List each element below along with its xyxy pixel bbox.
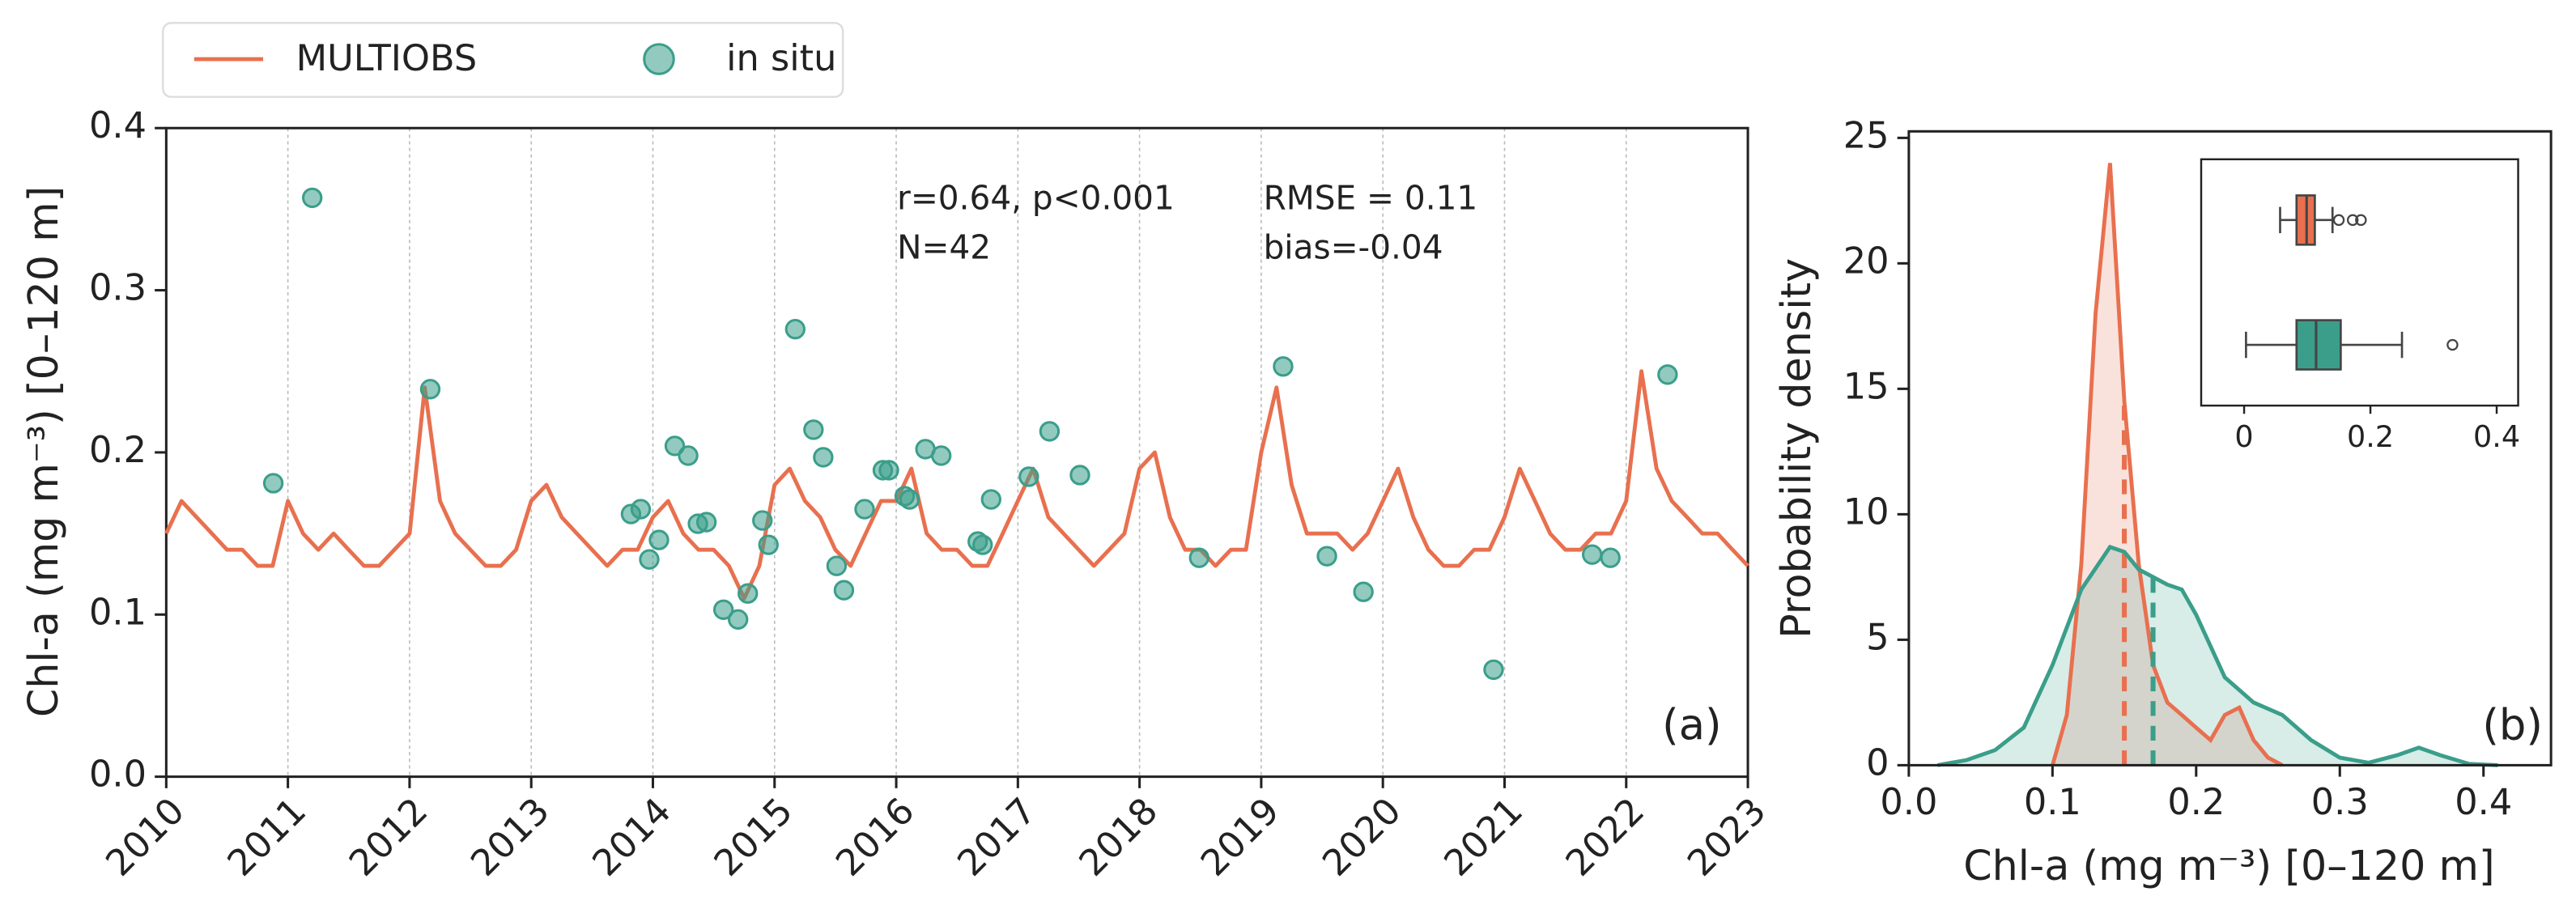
scatter-point <box>784 318 806 340</box>
scatter-point <box>1316 546 1337 567</box>
scatter-point <box>630 499 652 520</box>
scatter-point <box>803 419 824 440</box>
scatter-point <box>678 445 699 466</box>
legend-label: MULTIOBS <box>296 37 478 79</box>
line <box>164 369 1749 601</box>
x-tick-label: 2019 <box>1192 790 1287 885</box>
scatter-point <box>712 599 734 620</box>
axes-frame <box>164 126 1749 779</box>
scatter-point <box>1353 581 1374 602</box>
scatter-point <box>639 549 660 570</box>
scatter-point <box>1039 421 1061 442</box>
axes-frame <box>1907 130 2553 766</box>
annotation: bias=-0.04 <box>1264 227 1443 266</box>
y-tick-label: 10 <box>1843 490 1889 533</box>
x-tick-label: 2020 <box>1315 790 1409 885</box>
outlier <box>2446 338 2459 351</box>
scatter-point <box>752 510 773 531</box>
y-axis-label: Chl-a (mg m⁻³) [0–120 m] <box>19 186 67 717</box>
scatter-point <box>1582 544 1603 565</box>
scatter-point <box>262 473 284 494</box>
inset-tick-label: 0.2 <box>2347 419 2394 454</box>
x-tick-label: 0.0 <box>1880 781 1937 823</box>
scatter-point <box>833 580 855 601</box>
scatter-point <box>1018 466 1039 487</box>
y-tick-label: 0.0 <box>89 754 147 796</box>
x-tick-label: 2021 <box>1436 790 1531 885</box>
outlier <box>2355 214 2367 227</box>
y-tick-label: 0.4 <box>89 104 147 147</box>
legend-box <box>162 22 844 98</box>
box <box>2295 319 2342 371</box>
x-tick-label: 2022 <box>1558 790 1652 885</box>
scatter-point <box>1657 364 1678 385</box>
x-tick-label: 0.3 <box>2311 781 2369 823</box>
x-tick-label: 2011 <box>219 790 314 885</box>
x-tick-label: 2023 <box>1679 790 1774 885</box>
y-tick-label: 25 <box>1843 114 1889 156</box>
inset-frame <box>2200 158 2519 407</box>
outlier <box>2346 214 2359 227</box>
annotation: N=42 <box>897 227 991 266</box>
outlier <box>2332 214 2345 227</box>
x-tick-label: 2010 <box>98 790 193 885</box>
annotation: r=0.64, p<0.001 <box>897 179 1175 218</box>
x-tick-label: 0.2 <box>2167 781 2225 823</box>
scatter-point <box>758 534 779 555</box>
inset-tick-label: 0.4 <box>2473 419 2520 454</box>
panel-label: (a) <box>1662 700 1721 750</box>
scatter-point <box>1273 356 1294 377</box>
scatter-point <box>419 379 441 400</box>
scatter-point <box>854 499 875 520</box>
scatter-point <box>302 187 323 209</box>
scatter-point <box>664 435 686 456</box>
y-tick-label: 0 <box>1866 741 1889 783</box>
annotation: RMSE = 0.11 <box>1264 179 1478 218</box>
scatter-point <box>648 529 670 550</box>
x-tick-label: 2012 <box>341 790 436 885</box>
legend-label: in situ <box>726 37 836 79</box>
x-tick-label: 2013 <box>463 790 558 885</box>
scatter-point <box>1188 547 1209 568</box>
scatter-point <box>899 489 920 510</box>
y-tick-label: 0.3 <box>89 267 147 309</box>
panel-label: (b) <box>2482 700 2543 750</box>
x-tick-label: 2016 <box>827 790 922 885</box>
scatter-point <box>813 447 834 468</box>
scatter-point <box>1069 465 1090 486</box>
x-axis-label: Chl-a (mg m⁻³) [0–120 m] <box>1963 842 2494 890</box>
scatter-point <box>972 534 993 555</box>
y-tick-label: 0.1 <box>89 591 147 633</box>
density-line <box>2051 163 2284 767</box>
density-area <box>2052 163 2283 766</box>
x-tick-label: 2018 <box>1071 790 1166 885</box>
x-tick-label: 2015 <box>706 790 801 885</box>
scatter-point <box>930 445 952 466</box>
y-tick-label: 15 <box>1843 365 1889 407</box>
scatter-point <box>728 609 749 630</box>
x-tick-label: 2014 <box>584 790 679 885</box>
scatter-point <box>826 555 848 576</box>
scatter-point <box>738 583 759 604</box>
y-tick-label: 5 <box>1866 616 1889 658</box>
scatter-point <box>878 460 899 481</box>
x-tick-label: 0.4 <box>2455 781 2512 823</box>
inset-tick-label: 0 <box>2234 419 2253 454</box>
scatter-point <box>980 489 1001 510</box>
x-tick-label: 2017 <box>950 790 1044 885</box>
density-line <box>1936 544 2498 767</box>
scatter-point <box>695 512 717 533</box>
density-area <box>1937 546 2498 766</box>
y-tick-label: 0.2 <box>89 429 147 471</box>
scatter-point <box>1483 659 1504 681</box>
y-tick-label: 20 <box>1843 240 1889 282</box>
y-axis-label: Probability density <box>1772 258 1820 639</box>
scatter-point <box>1600 547 1621 568</box>
legend-swatch <box>643 43 675 75</box>
x-tick-label: 0.1 <box>2024 781 2081 823</box>
